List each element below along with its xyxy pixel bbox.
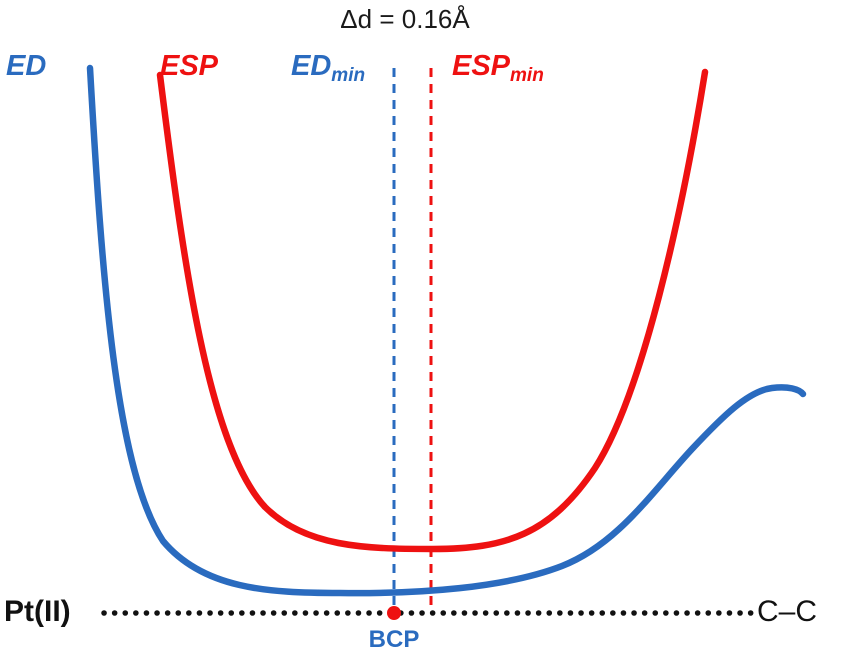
esp-min-label-text: ESP [452, 50, 511, 82]
ed-min-label-subscript: min [331, 65, 366, 86]
esp-min-label-subscript: min [510, 65, 544, 86]
esp-curve [156, 68, 709, 553]
esp-series-label: ESP [160, 50, 219, 82]
figure-title: Δd = 0.16Å [340, 4, 470, 34]
ed-curve [86, 64, 807, 597]
ed-min-label: EDmin [291, 50, 365, 86]
ed-series-label: ED [6, 50, 47, 82]
bcp-point-marker [387, 606, 401, 620]
esp-min-label: ESPmin [452, 50, 544, 86]
ed-min-label-text: ED [291, 50, 332, 82]
bcp-label: BCP [368, 626, 420, 653]
left-terminus-label: Pt(II) [4, 595, 71, 628]
right-terminus-label: C–C [757, 595, 818, 628]
